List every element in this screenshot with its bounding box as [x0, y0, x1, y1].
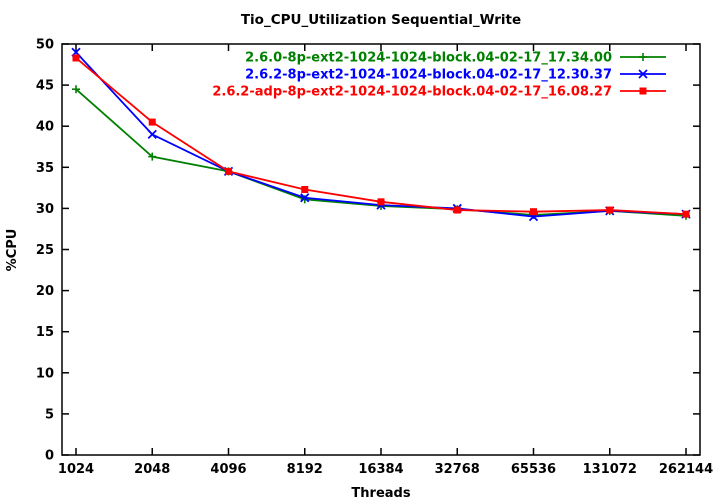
legend-marker-2	[639, 87, 647, 95]
y-axis-label: %CPU	[5, 229, 20, 272]
series-marker-2	[530, 208, 537, 216]
y-tick-label: 5	[45, 407, 54, 422]
legend-marker-1	[638, 69, 648, 79]
y-tick-label: 25	[36, 243, 54, 258]
series-marker-2	[72, 54, 80, 62]
legend-label-1: 2.6.2-8p-ext2-1024-1024-block.04-02-17_1…	[245, 68, 612, 83]
x-tick-label: 2048	[134, 462, 170, 477]
y-tick-label: 45	[36, 79, 54, 94]
x-tick-label: 262144	[659, 462, 713, 477]
plot-area: 1024 2048 4096 8192 16384 32768 65536 131072 262…	[36, 38, 713, 478]
series-marker-2	[606, 206, 614, 214]
series-marker-2	[377, 198, 385, 206]
series-marker-2	[682, 210, 690, 218]
x-axis-label: Threads	[351, 486, 410, 501]
x-tick-label: 16384	[358, 462, 403, 477]
series-marker-2	[301, 185, 309, 193]
x-tick-label: 8192	[287, 462, 323, 477]
y-tick-label: 10	[36, 366, 54, 381]
x-tick-label: 65536	[511, 462, 556, 477]
legend-label-0: 2.6.0-8p-ext2-1024-1024-block.04-02-17_1…	[245, 51, 612, 66]
series-marker-1	[300, 193, 310, 203]
x-tick-label: 131072	[583, 462, 637, 477]
y-tick-label: 15	[36, 325, 54, 340]
y-tick-label: 35	[36, 161, 54, 176]
series-marker-2	[225, 167, 232, 175]
y-tick-label: 20	[36, 284, 54, 299]
x-tick-label: 32768	[435, 462, 480, 477]
y-tick-label: 0	[45, 449, 54, 464]
legend: 2.6.0-8p-ext2-1024-1024-block.04-02-17_1…	[212, 51, 666, 100]
series-line-0	[75, 88, 687, 217]
legend-label-2: 2.6.2-adp-8p-ext2-1024-1024-block.04-02-…	[212, 85, 612, 100]
series-marker-2	[148, 118, 156, 126]
plot-border	[61, 43, 701, 456]
x-tick-label: 1024	[58, 462, 94, 477]
series-marker-1	[147, 129, 157, 140]
x-tick-label: 4096	[210, 462, 246, 477]
y-tick-label: 50	[36, 38, 54, 53]
y-tick-label: 40	[36, 120, 54, 135]
chart-title: Tio_CPU_Utilization Sequential_Write	[241, 12, 521, 28]
y-tick-label: 30	[36, 202, 54, 217]
series-2	[72, 54, 690, 218]
series-marker-2	[453, 206, 461, 214]
